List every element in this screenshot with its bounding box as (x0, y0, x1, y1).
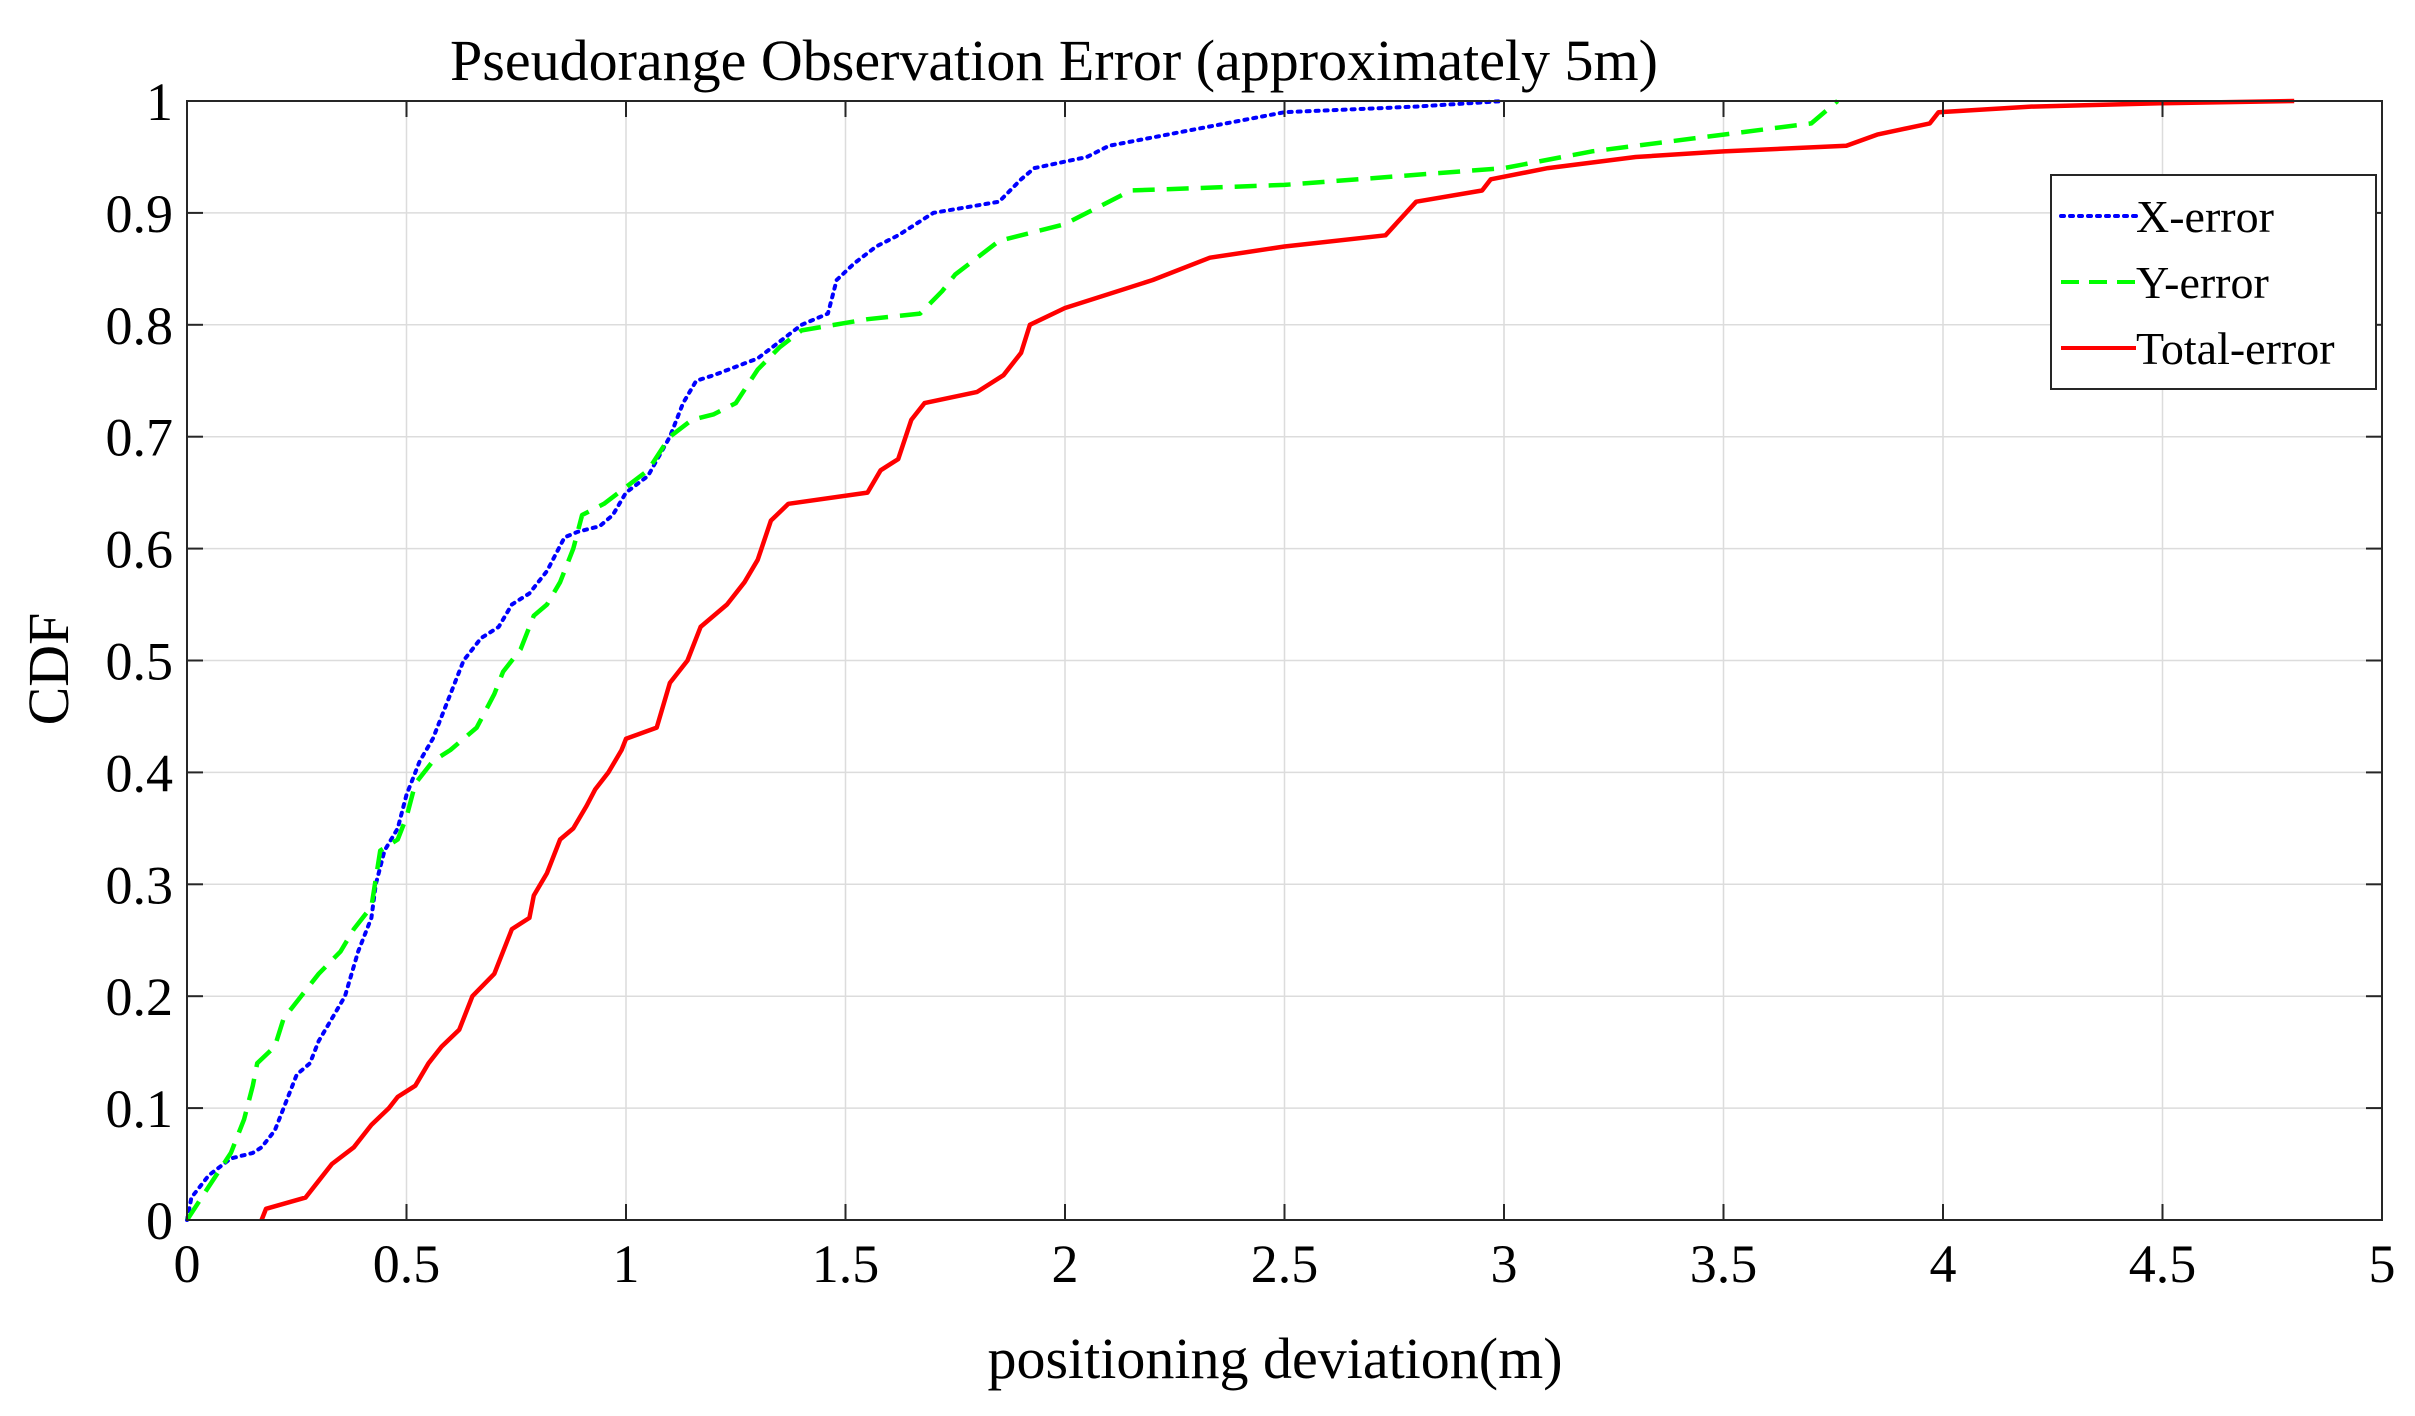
x-tick-label: 1.5 (812, 1234, 880, 1294)
y-tick-label: 0.8 (106, 296, 174, 356)
y-tick-label: 0.1 (106, 1079, 174, 1139)
y-tick-label: 0.9 (106, 184, 174, 244)
x-tick-label: 2 (1052, 1234, 1079, 1294)
x-tick-label: 2.5 (1251, 1234, 1319, 1294)
series-line-x-error (185, 99, 1506, 1222)
y-tick-label: 0 (146, 1191, 173, 1251)
x-tick-label: 0 (174, 1234, 201, 1294)
x-tick-label: 0.5 (373, 1234, 441, 1294)
legend-box (2050, 174, 2377, 390)
y-tick-label: 0.7 (106, 408, 174, 468)
series-lines (185, 98, 2295, 1222)
legend-label: Y-error (2136, 257, 2269, 308)
y-tick-label: 0.3 (106, 855, 174, 915)
legend: X-error Y-error Total-error (2050, 174, 2377, 390)
chart-title: Pseudorange Observation Error (approxima… (450, 28, 1658, 93)
y-tick-label: 0.2 (106, 967, 174, 1027)
x-tick-label: 4.5 (2129, 1234, 2197, 1294)
series-line-total-error (259, 98, 2295, 1221)
legend-label: X-error (2136, 191, 2274, 242)
x-tick-label: 4 (1930, 1234, 1957, 1294)
y-tick-label: 0.6 (106, 520, 174, 580)
legend-label: Total-error (2136, 323, 2335, 374)
x-tick-label: 1 (613, 1234, 640, 1294)
x-tick-label: 5 (2369, 1234, 2396, 1294)
series-line-y-error (185, 99, 1840, 1222)
y-tick-label: 1 (146, 72, 173, 132)
x-tick-label: 3.5 (1690, 1234, 1758, 1294)
y-axis-label: CDF (16, 613, 81, 726)
x-tick-label: 3 (1491, 1234, 1518, 1294)
y-tick-label: 0.5 (106, 632, 174, 692)
x-axis-label: positioning deviation(m) (987, 1326, 1562, 1391)
y-tick-label: 0.4 (106, 743, 174, 803)
axis-ticks: 0 0.5 1 1.5 2 2.5 3 3.5 4 4.5 5 0 0.1 0.2 0.3 0.4 0.5 0.6… (106, 72, 2396, 1294)
